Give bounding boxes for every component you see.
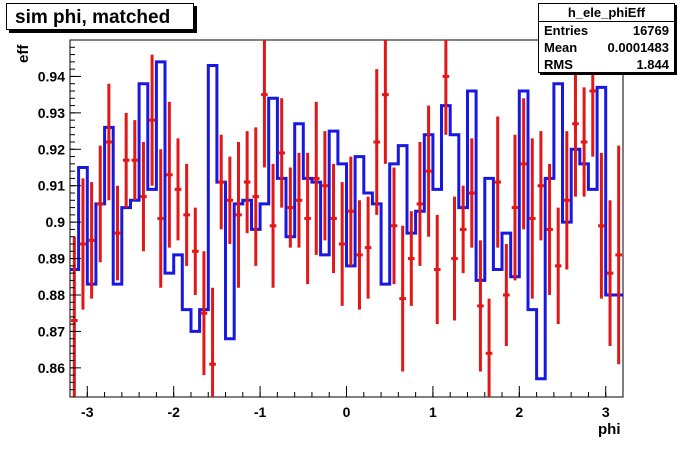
data-point [157, 149, 165, 288]
data-point [321, 131, 329, 241]
stats-mean-label: Mean [544, 40, 578, 55]
data-point [451, 196, 458, 321]
data-point [554, 207, 562, 325]
data-point [148, 54, 156, 186]
data-point [528, 138, 536, 299]
plot-title-text: sim phi, matched [15, 7, 171, 28]
y-tick-label: 0.86 [38, 360, 65, 376]
data-point [503, 244, 510, 346]
data-point [166, 101, 173, 248]
stats-rms-label: RMS [544, 57, 573, 72]
stats-box: h_ele_phiEff Entries 16769 Mean 0.000148… [538, 3, 675, 73]
data-point [105, 83, 113, 201]
data-point [96, 145, 104, 263]
data-point [304, 152, 311, 285]
stats-title: h_ele_phiEff [539, 4, 674, 22]
data-point [511, 134, 519, 281]
data-point [580, 87, 588, 197]
stats-entries-value: 16769 [632, 23, 669, 38]
y-tick-label: 0.93 [38, 105, 65, 121]
data-point [347, 156, 355, 266]
data-point [407, 211, 415, 306]
data-point [606, 200, 614, 346]
data-point [382, 40, 389, 164]
data-point [459, 185, 467, 274]
data-point [572, 50, 579, 197]
stats-rms-value: 1.844 [636, 57, 669, 72]
data-point [217, 134, 225, 230]
data-point [563, 131, 571, 270]
data-point [114, 185, 121, 281]
data-point [330, 163, 337, 274]
data-point [416, 142, 424, 266]
data-point [235, 142, 242, 288]
x-tick-label: 2 [515, 404, 523, 420]
data-point [425, 105, 432, 237]
data-point [373, 69, 381, 215]
data-point [122, 112, 130, 208]
y-tick-label: 0.92 [38, 141, 65, 157]
data-point [537, 131, 545, 241]
data-point [494, 116, 502, 248]
y-tick-label: 0.87 [38, 323, 65, 339]
data-point [140, 142, 147, 252]
y-tick-label: 0.88 [38, 287, 65, 303]
stats-entries-label: Entries [544, 23, 589, 38]
plot-title: sim phi, matched [6, 3, 194, 30]
x-tick-label: -1 [254, 404, 267, 420]
data-point [243, 131, 251, 234]
data-point [615, 145, 622, 365]
data-point [485, 298, 493, 397]
data-point [364, 196, 372, 299]
data-point [278, 98, 286, 208]
stats-row-mean: Mean 0.0001483 [539, 39, 674, 56]
y-tick-label: 0.91 [38, 178, 65, 194]
data-point [399, 225, 406, 372]
data-point [338, 182, 346, 306]
data-point [183, 163, 190, 266]
data-point [442, 40, 450, 135]
data-point [520, 98, 527, 230]
data-point [477, 240, 484, 372]
x-tick-label: -3 [81, 404, 94, 420]
stats-row-rms: RMS 1.844 [539, 56, 674, 73]
data-point [174, 138, 182, 241]
data-point [295, 152, 303, 248]
y-tick-label: 0.94 [38, 68, 65, 84]
data-point [261, 40, 268, 168]
stats-row-entries: Entries 16769 [539, 22, 674, 39]
data-point [312, 101, 320, 255]
data-point [131, 120, 139, 201]
x-tick-label: -2 [167, 404, 180, 420]
histogram-step-line [70, 60, 623, 381]
data-point [390, 167, 398, 285]
y-tick-label: 0.9 [46, 214, 66, 230]
data-point [287, 167, 294, 248]
data-point [433, 214, 441, 325]
data-point [468, 138, 476, 248]
data-point [191, 207, 199, 295]
data-point [598, 152, 605, 299]
data-point [269, 163, 277, 288]
x-tick-label: 1 [429, 404, 437, 420]
data-point [356, 200, 363, 310]
data-point [79, 178, 87, 310]
x-tick-label: 0 [343, 404, 351, 420]
data-point [200, 251, 208, 376]
data-point [209, 287, 216, 397]
stats-mean-value: 0.0001483 [607, 40, 669, 55]
y-axis-label: eff [15, 44, 32, 63]
data-point [546, 163, 553, 295]
data-point [252, 127, 260, 266]
y-tick-label: 0.89 [38, 251, 65, 267]
data-point [88, 182, 95, 299]
data-point [226, 156, 234, 244]
x-tick-label: 3 [602, 404, 610, 420]
x-axis-label: phi [598, 421, 621, 438]
